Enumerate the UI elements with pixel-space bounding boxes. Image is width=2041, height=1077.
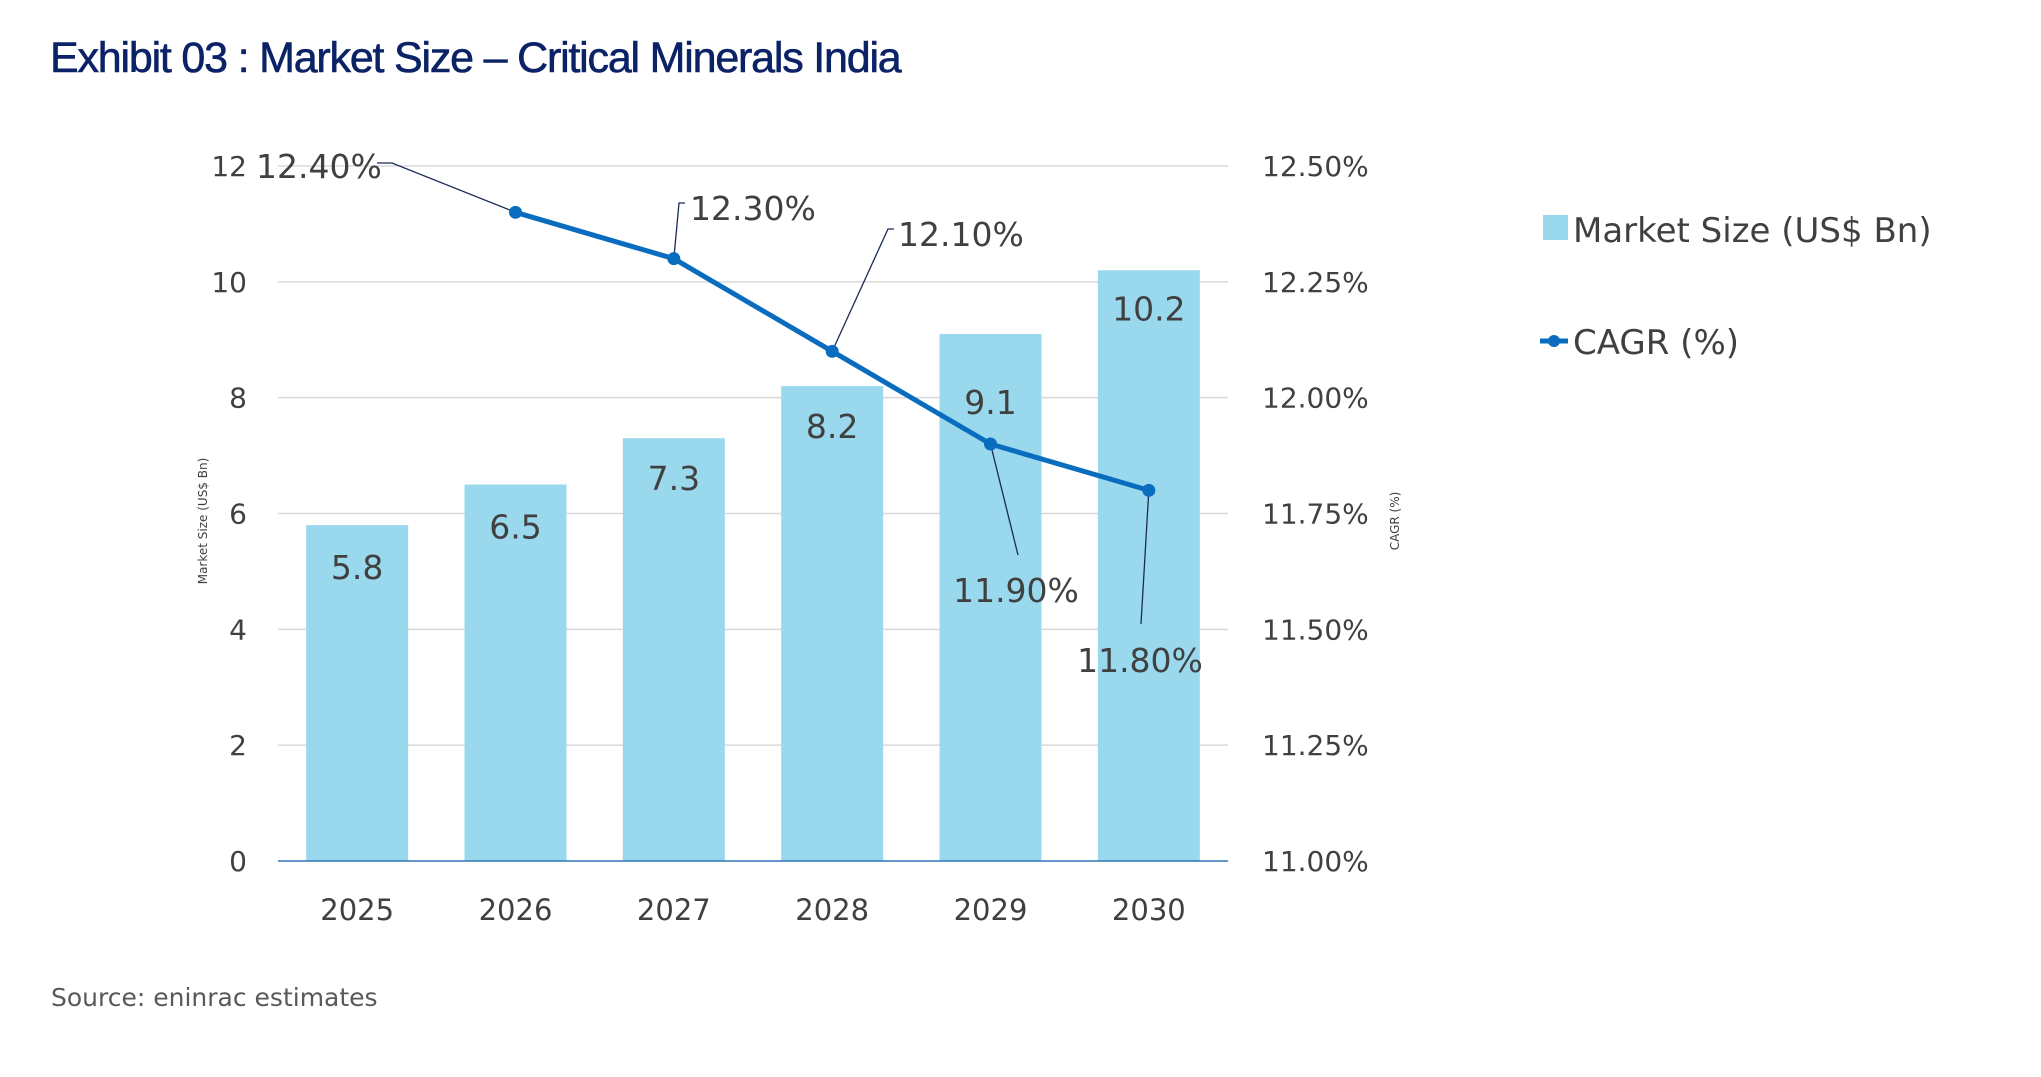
leader-line — [989, 443, 1019, 556]
left-axis-tick-label: 8 — [229, 382, 247, 415]
cagr-data-label: 12.40% — [256, 147, 382, 186]
x-axis-tick-label: 2025 — [320, 893, 394, 927]
leader-line — [831, 228, 894, 352]
x-axis-tick-label: 2029 — [954, 893, 1028, 927]
left-axis-tick-label: 12 — [211, 150, 247, 183]
cagr-data-label: 12.10% — [898, 215, 1024, 254]
right-axis-tick-label: 12.25% — [1262, 266, 1369, 299]
right-axis-ticks: 11.00% 11.25% 11.50% 11.75% 12.00% 12.25% 12.5… — [1262, 150, 1369, 878]
leader-line — [377, 162, 516, 213]
right-axis-tick-label: 12.00% — [1262, 382, 1369, 415]
bar-data-label: 6.5 — [489, 508, 541, 547]
bar-2028 — [781, 386, 884, 861]
bar-2027 — [622, 438, 725, 861]
bar-2026 — [464, 484, 567, 861]
line-data-labels: 12.40% 12.30% 12.10% 11.90% 11.80% — [256, 147, 1203, 680]
leader-line — [1140, 490, 1150, 625]
left-axis-tick-label: 0 — [229, 845, 247, 878]
data-label-leader-lines — [377, 162, 1150, 625]
left-axis-tick-label: 2 — [229, 729, 247, 762]
bar-2025 — [306, 525, 409, 861]
right-axis-tick-label: 11.50% — [1262, 613, 1369, 646]
right-axis-tick-label: 11.75% — [1262, 498, 1369, 531]
legend-swatch-market-size — [1543, 215, 1568, 240]
bar-data-label: 10.2 — [1112, 289, 1185, 328]
bar-2030 — [1097, 270, 1200, 861]
bar-data-label: 5.8 — [331, 548, 383, 587]
line-series — [509, 205, 1156, 497]
chart-title: Exhibit 03 : Market Size – Critical Mine… — [50, 34, 902, 83]
cagr-data-label: 11.80% — [1077, 641, 1203, 680]
bar-data-labels: 5.8 6.5 7.3 8.2 9.1 10.2 — [331, 289, 1186, 587]
left-axis-tick-label: 4 — [229, 613, 247, 646]
right-axis-tick-label: 11.00% — [1262, 845, 1369, 878]
gridlines — [278, 165, 1228, 746]
x-axis-ticks: 2025 2026 2027 2028 2029 2030 — [320, 893, 1185, 927]
cagr-marker-2027 — [667, 252, 681, 266]
bar-series — [306, 270, 1200, 861]
cagr-data-label: 11.90% — [953, 571, 1079, 610]
left-axis-ticks: 0 2 4 6 8 10 12 — [211, 150, 247, 878]
legend-label-market-size: Market Size (US$ Bn) — [1573, 211, 1932, 251]
x-axis-tick-label: 2027 — [637, 893, 711, 927]
leader-line — [673, 202, 685, 259]
left-axis-tick-label: 6 — [229, 498, 247, 531]
right-axis-title: CAGR (%) — [1388, 492, 1402, 551]
source-note: Source: eninrac estimates — [51, 983, 378, 1012]
left-axis-title: Market Size (US$ Bn) — [196, 458, 210, 585]
right-axis-tick-label: 11.25% — [1262, 729, 1369, 762]
x-axis-tick-label: 2026 — [479, 893, 553, 927]
x-axis-tick-label: 2028 — [795, 893, 869, 927]
right-axis-tick-label: 12.50% — [1262, 150, 1369, 183]
bar-data-label: 8.2 — [806, 407, 858, 446]
legend-label-cagr: CAGR (%) — [1573, 323, 1739, 363]
legend-swatch-cagr-marker — [1548, 335, 1560, 347]
cagr-marker-2026 — [509, 205, 522, 219]
bar-data-label: 7.3 — [648, 459, 700, 498]
legend: Market Size (US$ Bn) CAGR (%) — [1540, 211, 1932, 363]
cagr-data-label: 12.30% — [690, 189, 816, 228]
cagr-marker-2030 — [1142, 483, 1156, 497]
left-axis-tick-label: 10 — [211, 266, 247, 299]
cagr-marker-2028 — [825, 344, 839, 358]
x-axis-tick-label: 2030 — [1112, 893, 1186, 927]
bar-data-label: 9.1 — [964, 383, 1016, 422]
cagr-marker-2029 — [984, 437, 997, 451]
